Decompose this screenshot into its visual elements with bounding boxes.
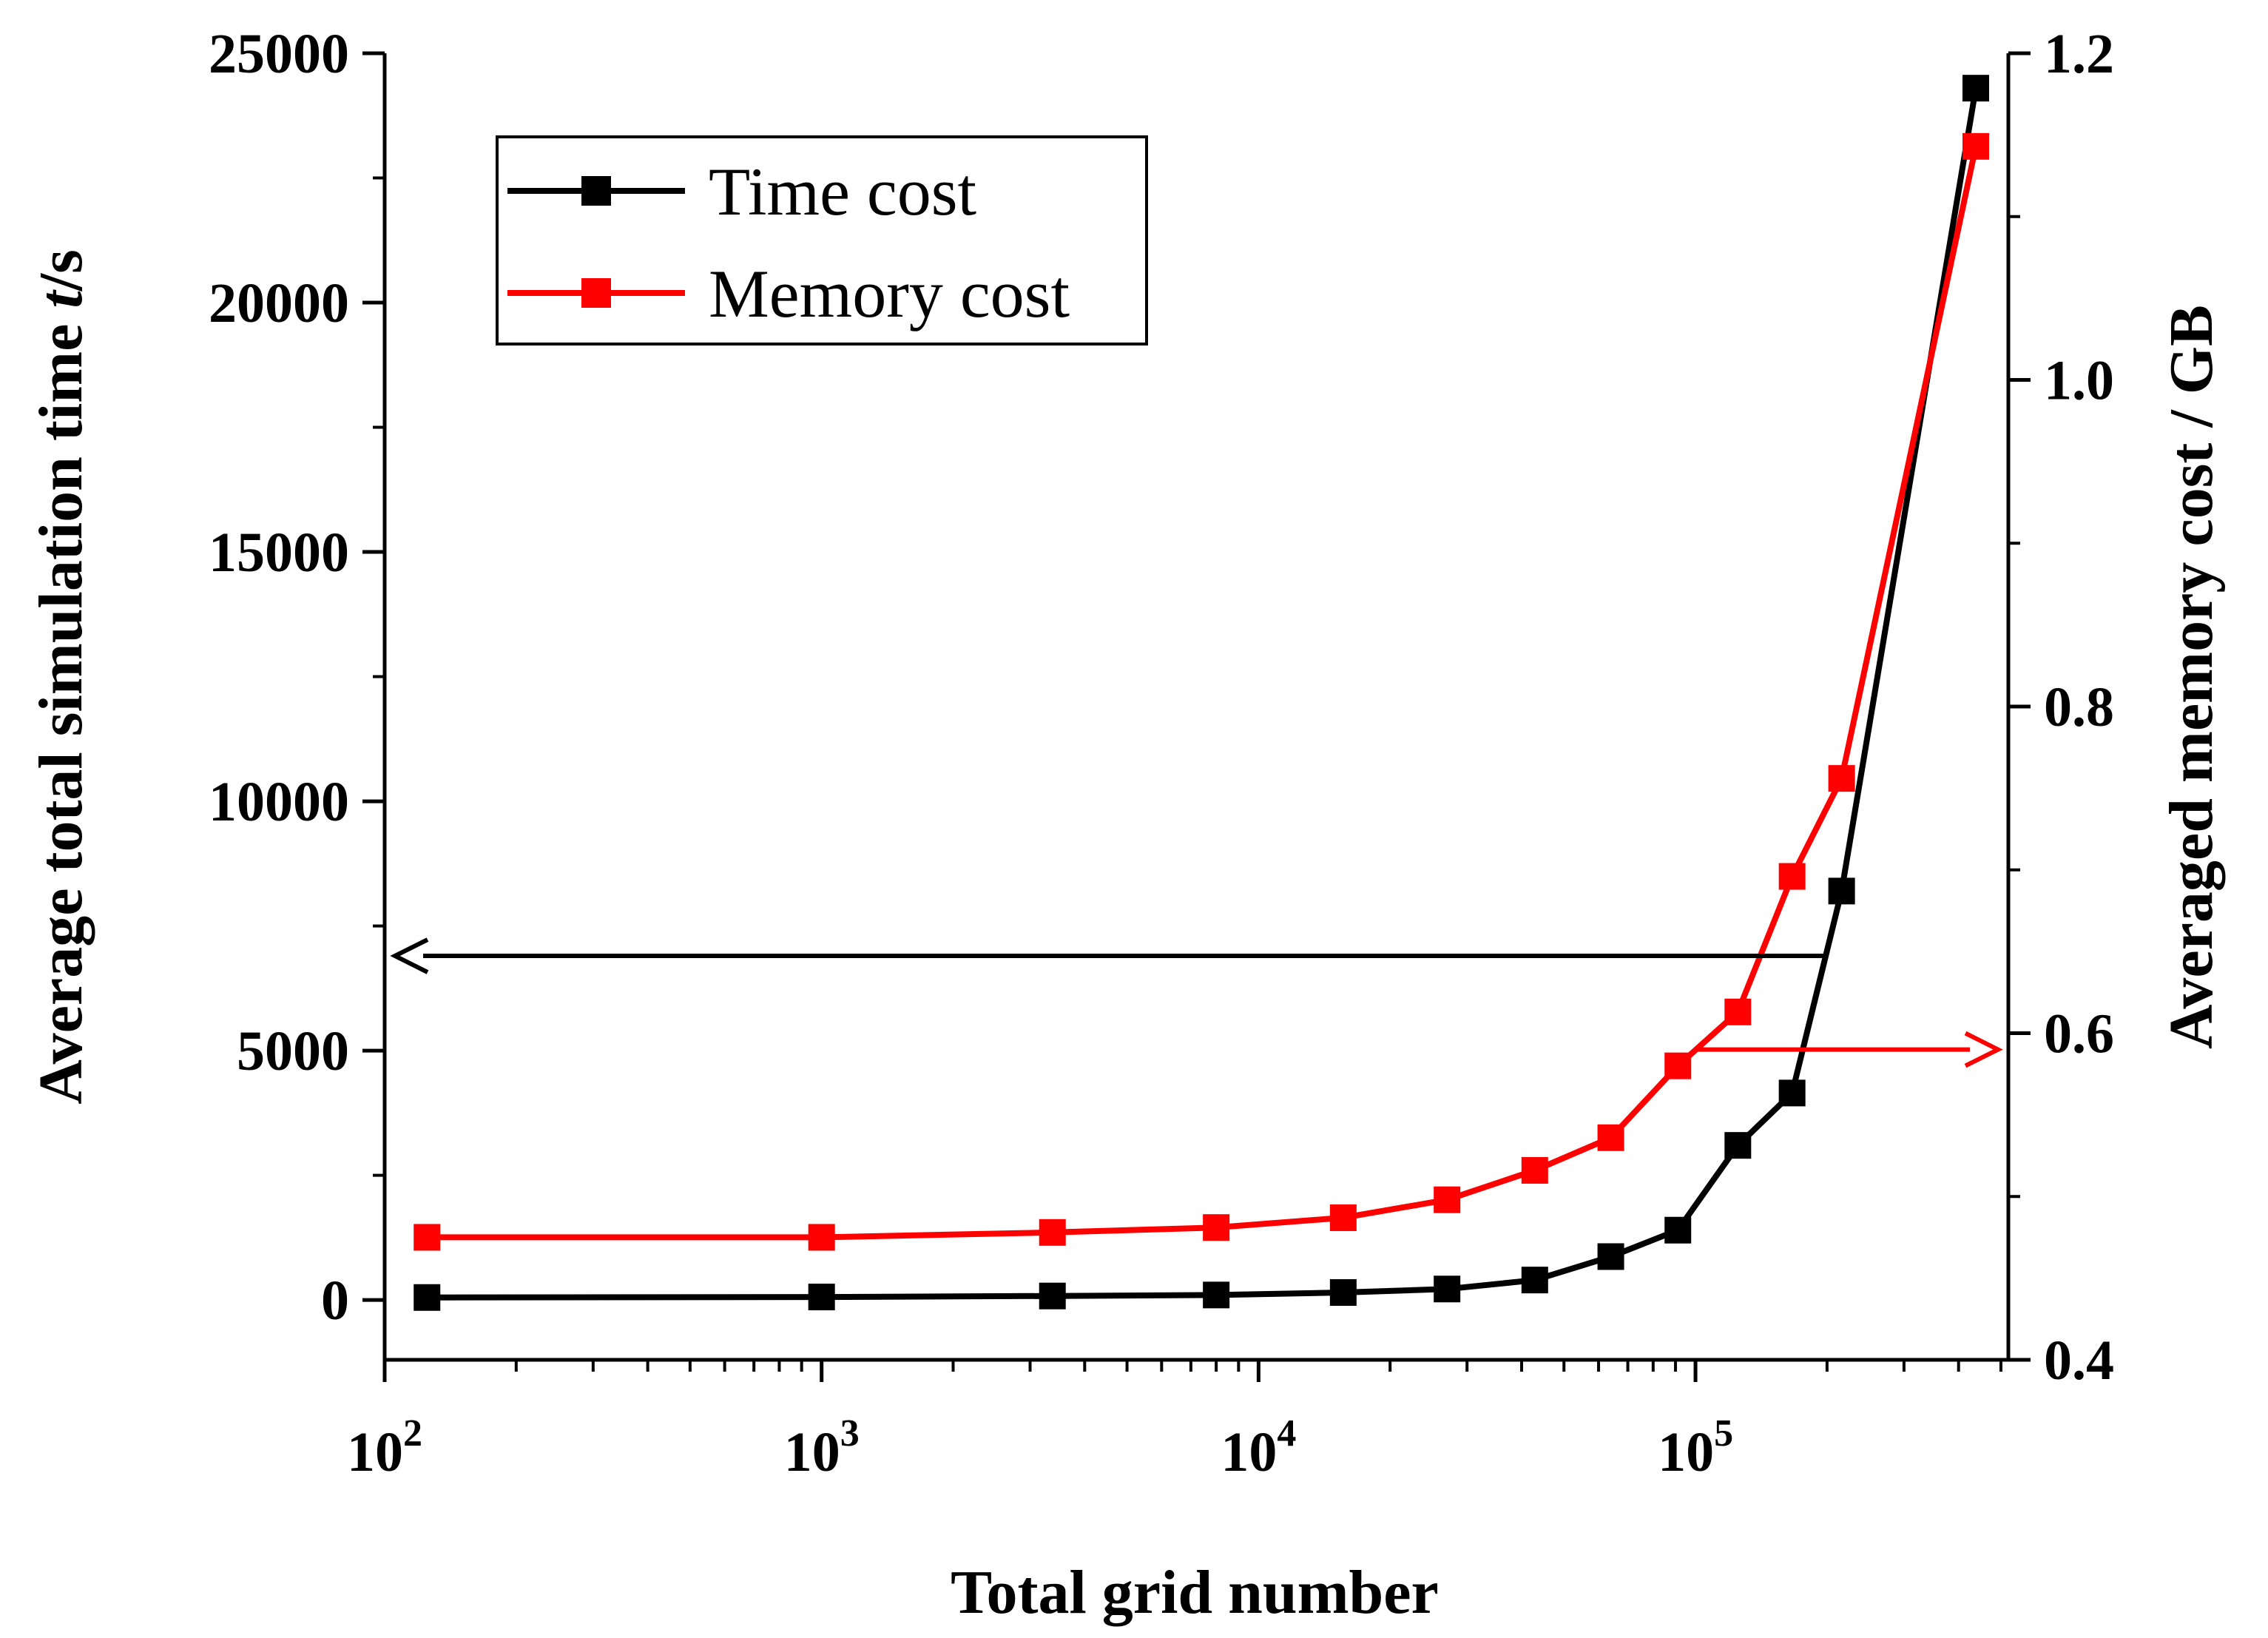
data-point-memory-cost xyxy=(808,1224,835,1251)
y-right-tick-label: 1.0 xyxy=(2044,350,2114,412)
x-tick-label-base: 10 xyxy=(784,1421,840,1483)
legend-marker-time-cost xyxy=(581,176,611,206)
x-tick-label: 102 xyxy=(347,1412,422,1483)
arrow-to-right-axis-head xyxy=(1964,1031,2003,1068)
arrow-to-left-axis-head xyxy=(390,937,429,974)
data-point-time-cost xyxy=(1778,1079,1806,1107)
data-point-time-cost xyxy=(808,1284,835,1311)
data-point-time-cost xyxy=(1597,1243,1624,1270)
y-axis-left-title-var: t xyxy=(27,289,95,309)
y-left-tick-label: 20000 xyxy=(209,272,349,334)
y-axis-left-title-pre: Average total simulation time xyxy=(27,309,95,1105)
x-tick-label: 105 xyxy=(1658,1412,1733,1483)
data-point-memory-cost xyxy=(1521,1156,1548,1184)
y-left-tick-label: 15000 xyxy=(209,522,349,584)
y-axis-left-title-post: /s xyxy=(27,249,95,291)
data-point-time-cost xyxy=(1329,1279,1357,1307)
data-point-memory-cost xyxy=(1962,132,1989,160)
y-left-tick-label: 0 xyxy=(321,1270,349,1332)
x-tick-label: 104 xyxy=(1221,1412,1296,1483)
x-axis-title: Total grid number xyxy=(951,1558,1439,1627)
data-point-memory-cost xyxy=(1664,1052,1692,1079)
x-tick-label-base: 10 xyxy=(347,1421,403,1483)
legend-label-memory-cost: Memory cost xyxy=(709,256,1070,331)
data-point-time-cost xyxy=(1203,1281,1230,1309)
data-point-memory-cost xyxy=(1597,1124,1624,1151)
data-point-time-cost xyxy=(1434,1275,1461,1303)
y-right-tick-label: 0.6 xyxy=(2044,1003,2114,1065)
data-point-time-cost xyxy=(1724,1132,1752,1159)
data-point-time-cost xyxy=(1962,75,1989,102)
legend-box xyxy=(496,135,1148,346)
legend: Time cost Memory cost xyxy=(496,135,1148,346)
y-right-tick-label: 0.8 xyxy=(2044,676,2114,738)
data-point-memory-cost xyxy=(414,1224,441,1251)
x-tick-label-exponent: 2 xyxy=(403,1412,422,1455)
y-left-tick-label: 25000 xyxy=(209,23,349,85)
y-right-tick-label: 1.2 xyxy=(2044,23,2114,85)
x-tick-label-exponent: 3 xyxy=(840,1412,860,1455)
x-tick-label: 103 xyxy=(784,1412,860,1483)
data-point-memory-cost xyxy=(1434,1186,1461,1213)
data-point-memory-cost xyxy=(1828,765,1855,792)
x-tick-label-exponent: 4 xyxy=(1277,1412,1296,1455)
data-point-time-cost xyxy=(1664,1216,1692,1244)
data-point-time-cost xyxy=(1521,1267,1548,1294)
x-tick-label-exponent: 5 xyxy=(1714,1412,1733,1455)
legend-marker-memory-cost xyxy=(581,278,611,308)
axis-arrows xyxy=(390,937,2003,1068)
data-point-memory-cost xyxy=(1039,1219,1066,1246)
data-point-time-cost xyxy=(1039,1282,1066,1310)
data-point-time-cost xyxy=(414,1284,441,1311)
data-point-memory-cost xyxy=(1203,1214,1230,1241)
axis-ticks xyxy=(362,51,2031,1382)
x-tick-label-base: 10 xyxy=(1658,1421,1714,1483)
y-left-tick-label: 10000 xyxy=(209,771,349,833)
data-point-time-cost xyxy=(1828,877,1855,905)
data-point-memory-cost xyxy=(1724,998,1752,1025)
legend-label-time-cost: Time cost xyxy=(709,154,977,229)
y-axis-left-title: Average total simulation time t/s xyxy=(27,249,95,1105)
data-point-memory-cost xyxy=(1778,863,1806,890)
tick-labels: 0 5000 10000 15000 20000 25000 0.4 0.6 0.8 1.0 1.2… xyxy=(209,23,2114,1483)
data-point-memory-cost xyxy=(1329,1204,1357,1231)
series-markers xyxy=(414,75,1989,1311)
y-right-tick-label: 0.4 xyxy=(2044,1329,2114,1392)
y-axis-right-title: Averaged memory cost / GB xyxy=(2157,305,2226,1049)
y-left-tick-label: 5000 xyxy=(237,1020,349,1082)
x-tick-label-base: 10 xyxy=(1221,1421,1277,1483)
